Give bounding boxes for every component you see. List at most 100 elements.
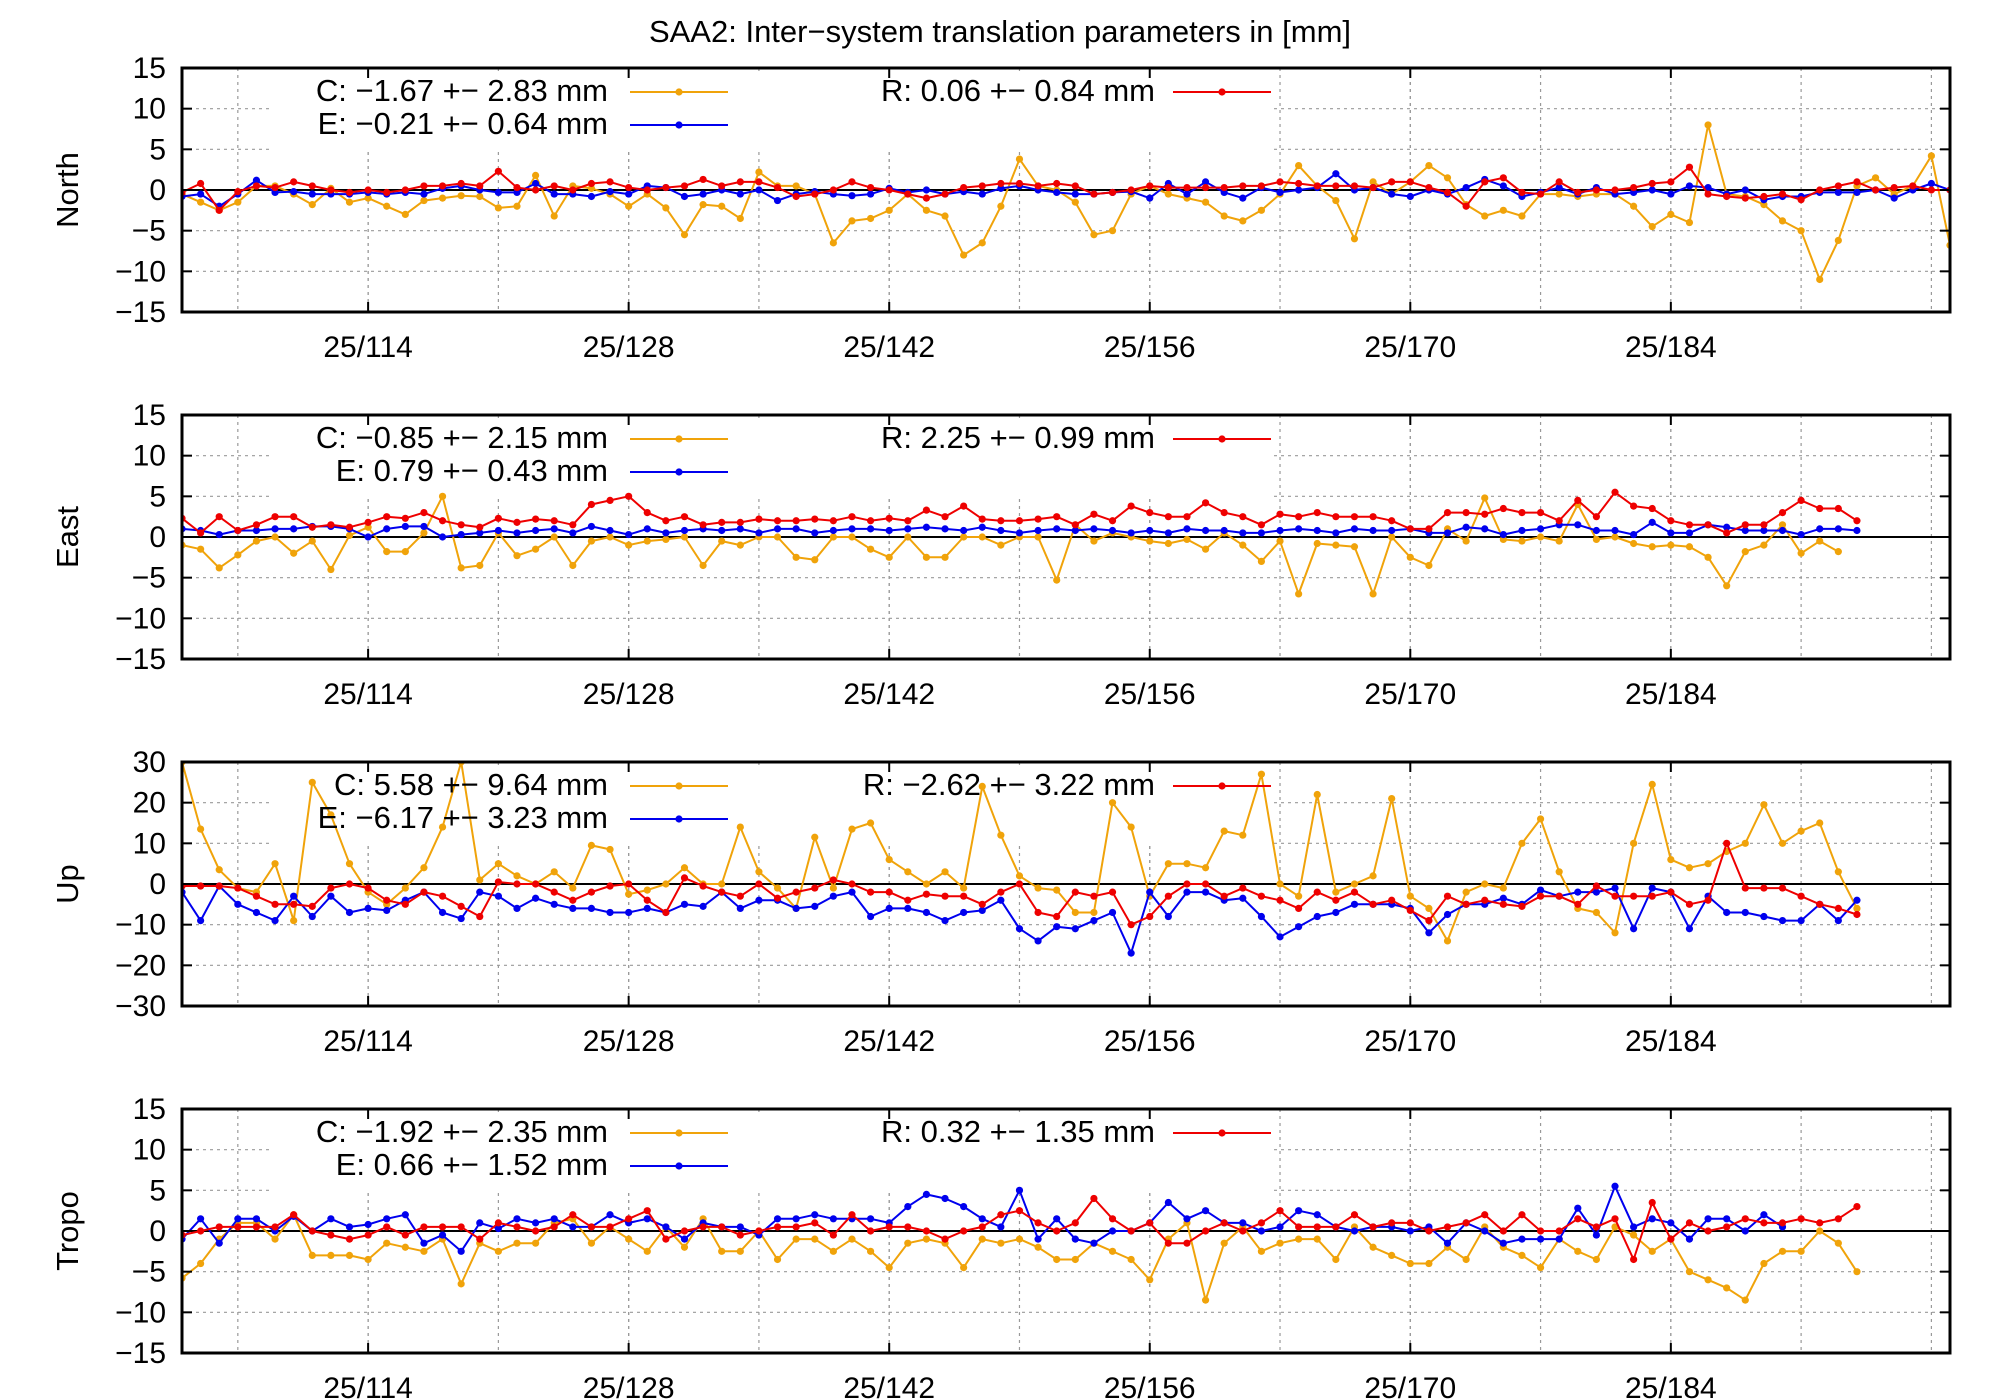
data-point	[1146, 508, 1154, 517]
data-point	[234, 900, 242, 908]
data-point	[866, 190, 875, 198]
data-point	[569, 186, 577, 194]
x-tick-label: 25/128	[583, 1025, 675, 1058]
data-point	[1630, 539, 1638, 548]
data-point	[1406, 553, 1414, 561]
legend-label-E: E: 0.66 +− 1.52 mm	[336, 1147, 608, 1182]
data-point	[383, 1223, 391, 1231]
data-point	[1499, 900, 1507, 908]
data-point	[606, 526, 614, 535]
data-point	[1108, 908, 1117, 917]
data-point	[1313, 1211, 1321, 1219]
data-point	[736, 178, 744, 186]
data-point	[401, 900, 409, 908]
data-point	[922, 506, 931, 514]
data-point	[1239, 513, 1247, 521]
data-point	[1481, 896, 1489, 904]
data-point	[922, 194, 931, 202]
data-point	[1220, 892, 1228, 900]
data-point	[271, 525, 279, 533]
data-point	[662, 183, 670, 192]
data-point	[904, 1203, 912, 1211]
data-point	[1239, 884, 1247, 892]
data-point	[1090, 510, 1098, 518]
data-point	[1443, 937, 1452, 945]
data-point	[1797, 892, 1805, 900]
data-point	[1350, 182, 1359, 190]
data-point	[1499, 884, 1507, 892]
data-point	[1536, 815, 1545, 823]
data-point	[1592, 908, 1600, 917]
data-point	[420, 864, 428, 872]
data-point	[662, 529, 670, 537]
data-point	[1704, 1215, 1712, 1223]
data-point	[1685, 1268, 1694, 1276]
data-point	[1164, 892, 1172, 900]
data-point	[1611, 533, 1619, 541]
data-point	[1518, 508, 1526, 517]
data-point	[271, 1223, 279, 1231]
data-point	[866, 214, 875, 223]
y-tick-label: −30	[115, 990, 166, 1023]
data-point	[271, 1235, 279, 1243]
data-point	[1015, 872, 1024, 880]
data-point	[811, 515, 819, 523]
data-point	[811, 1211, 819, 1219]
data-point	[401, 1231, 409, 1239]
data-point	[513, 904, 521, 913]
data-point	[1406, 906, 1414, 915]
data-point	[904, 904, 912, 913]
data-point	[215, 564, 223, 572]
data-point	[978, 1215, 986, 1223]
data-point	[1760, 521, 1768, 529]
data-point	[587, 500, 596, 509]
data-point	[1462, 537, 1470, 545]
data-point	[215, 1223, 223, 1231]
data-point	[978, 515, 986, 523]
data-point	[643, 186, 651, 194]
data-point	[1816, 525, 1824, 533]
data-point	[438, 1231, 447, 1239]
data-point	[1778, 521, 1787, 529]
data-point	[736, 1231, 744, 1239]
data-point	[1630, 1255, 1638, 1264]
data-point	[1369, 526, 1377, 535]
data-point	[829, 533, 837, 541]
data-point	[290, 188, 298, 196]
panel-east: 15 10 5 0 −5 −10 −15 25/114 25/128 25/142 25/156 25…	[50, 399, 1952, 711]
data-point	[978, 239, 986, 247]
data-point	[1536, 533, 1545, 541]
data-point	[1667, 856, 1675, 864]
data-point	[1871, 186, 1880, 194]
data-point	[1648, 1247, 1656, 1255]
data-point	[252, 892, 261, 900]
data-point	[1108, 1227, 1117, 1235]
data-point	[476, 876, 484, 884]
data-point	[643, 1247, 651, 1255]
data-point	[271, 860, 279, 868]
data-point	[1108, 188, 1117, 197]
data-point	[1797, 1247, 1805, 1255]
data-point	[327, 565, 335, 574]
data-point	[1965, 184, 1972, 191]
data-point	[960, 908, 968, 917]
y-axis-label: East	[50, 506, 85, 568]
data-point	[1462, 183, 1470, 192]
data-point	[1667, 210, 1675, 218]
data-point	[1518, 526, 1526, 535]
data-point	[197, 825, 205, 833]
data-point	[1257, 1227, 1266, 1235]
y-tick-label: −10	[115, 255, 166, 288]
data-point	[773, 1223, 782, 1231]
data-point	[885, 186, 893, 194]
y-tick-label: 20	[133, 787, 166, 820]
data-point	[1778, 1247, 1787, 1255]
data-point	[1481, 494, 1489, 502]
data-point	[383, 513, 391, 521]
data-point	[1927, 186, 1935, 194]
data-point	[1518, 188, 1526, 197]
data-point	[494, 514, 502, 522]
data-point	[308, 190, 316, 198]
data-point	[1778, 839, 1787, 847]
y-tick-label: 0	[149, 174, 166, 207]
